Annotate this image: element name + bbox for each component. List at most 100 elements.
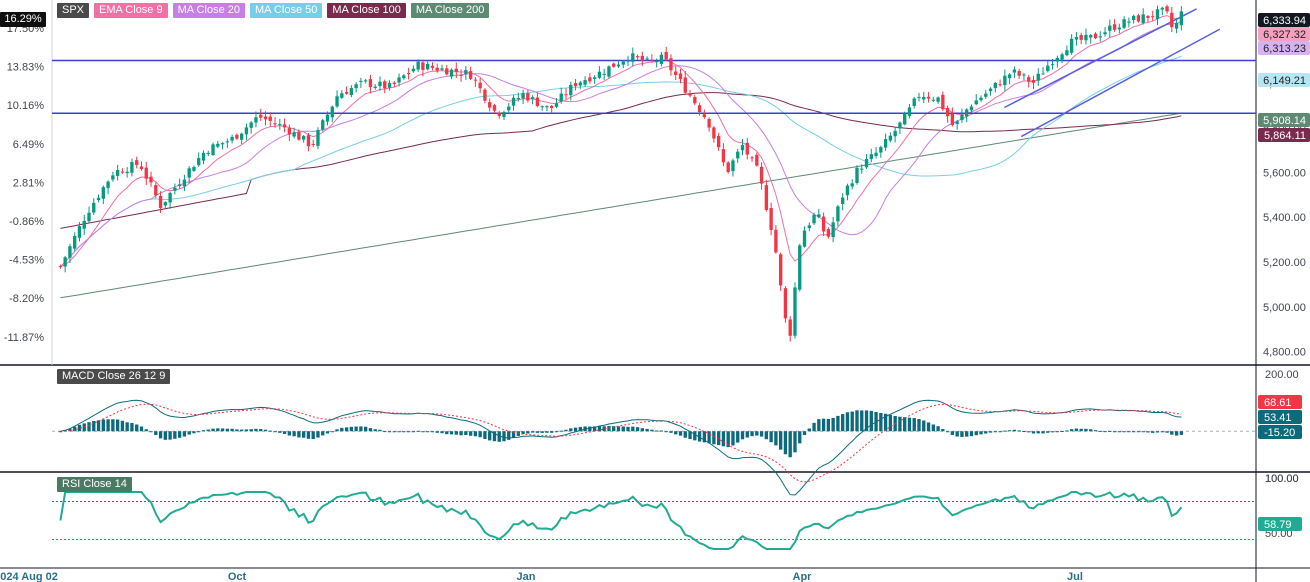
candle-body [278, 124, 282, 126]
candle-body [273, 123, 277, 125]
left-percent-tick: 2.81% [13, 177, 44, 189]
macd-histogram-bar [1046, 431, 1050, 433]
candle-body [554, 103, 559, 107]
macd-histogram-bar [201, 430, 206, 432]
macd-histogram-bar [292, 431, 296, 437]
macd-histogram-bar [645, 428, 649, 432]
left-percent-tick: -8.20% [9, 293, 44, 305]
price-label-text: 6,149.21 [1263, 75, 1306, 87]
macd-histogram-bar [244, 429, 249, 432]
legend-ma20[interactable]: MA Close 20 [172, 3, 245, 18]
macd-histogram-bar [1179, 431, 1184, 435]
legend-ma200[interactable]: MA Close 200 [410, 3, 490, 18]
macd-histogram-bar [535, 431, 540, 433]
macd-histogram-bar [111, 419, 115, 432]
legend-ma100[interactable]: MA Close 100 [327, 3, 406, 18]
candle-body [1022, 74, 1026, 76]
legend-spx[interactable]: SPX [57, 3, 90, 18]
candle-body [397, 77, 401, 83]
macd-histogram-bar [1017, 430, 1021, 432]
candle-body [612, 63, 616, 67]
macd-histogram-bar [821, 418, 826, 432]
candle-body [931, 99, 935, 101]
candle-body [645, 58, 649, 60]
candle-body [77, 226, 82, 238]
macd-histogram-bar [1098, 430, 1102, 432]
macd-histogram-bar [1146, 431, 1150, 433]
price-label-badge [1258, 113, 1310, 127]
candle-body [726, 162, 730, 173]
legend-ema9[interactable]: EMA Close 9 [94, 3, 168, 18]
macd-histogram-group [58, 410, 1184, 458]
macd-histogram-bar [588, 426, 592, 432]
legend-ma50[interactable]: MA Close 50 [249, 3, 323, 18]
macd-histogram-bar [1003, 430, 1007, 432]
macd-histogram-bar [1041, 431, 1045, 434]
macd-histogram-bar [941, 429, 945, 432]
macd-histogram-bar [716, 431, 721, 446]
macd-histogram-bar [654, 430, 659, 432]
candle-body [473, 79, 478, 81]
candle-body [225, 141, 230, 143]
macd-histogram-bar [154, 431, 158, 435]
macd-histogram-bar [764, 431, 769, 440]
candle-body [440, 68, 444, 70]
candle-body [1055, 57, 1060, 62]
macd-histogram-bar [278, 431, 282, 433]
macd-histogram-bar [721, 431, 726, 447]
candle-body [1065, 50, 1069, 56]
candle-body [507, 106, 511, 111]
candle-body [974, 100, 978, 105]
macd-histogram-bar [521, 431, 525, 435]
macd-histogram-bar [402, 431, 406, 433]
macd-histogram-bar [297, 431, 301, 438]
macd-histogram-bar [659, 430, 664, 432]
candle-body [96, 197, 101, 201]
macd-histogram-bar [769, 431, 773, 443]
candle-body [101, 187, 105, 199]
candle-body [63, 257, 67, 267]
candle-body [1179, 11, 1184, 26]
macd-histogram-bar [239, 429, 244, 432]
right-price-tick: 5,200.00 [1263, 257, 1306, 269]
candle-body [750, 157, 754, 159]
candle-body [235, 134, 239, 139]
macd-histogram-bar [831, 417, 835, 432]
candle-body [335, 96, 339, 107]
candle-body [707, 118, 711, 128]
macd-histogram-bar [68, 428, 72, 432]
rsi-value-badge [1258, 517, 1302, 531]
candle-body [201, 152, 206, 161]
macd-histogram-bar [802, 431, 807, 436]
legend-macd[interactable]: MACD Close 26 12 9 [57, 369, 171, 384]
macd-histogram-bar [612, 426, 616, 432]
candle-body [1112, 24, 1117, 30]
macd-histogram-bar [1122, 431, 1126, 433]
macd-histogram-bar [349, 426, 354, 432]
candle-body [1003, 75, 1007, 86]
macd-histogram-bar [416, 430, 420, 432]
candle-body [812, 214, 816, 224]
candle-body [669, 58, 673, 71]
legend-rsi[interactable]: RSI Close 14 [57, 477, 132, 492]
macd-histogram-bar [1151, 431, 1155, 433]
candle-body [73, 235, 77, 249]
macd-histogram-bar [1127, 431, 1131, 433]
macd-histogram-bar [430, 431, 435, 433]
candle-body [922, 97, 926, 100]
macd-histogram-bar [736, 431, 740, 443]
candle-body [421, 62, 425, 70]
macd-histogram-bar [635, 427, 640, 432]
candle-body [459, 74, 463, 76]
macd-histogram-bar [998, 431, 1002, 433]
macd-histogram-bar [106, 419, 110, 432]
macd-histogram-bar [922, 420, 926, 432]
macd-histogram-bar [306, 431, 311, 439]
candle-body [602, 73, 606, 75]
candle-body [197, 158, 201, 166]
price-label-text: 5,864.11 [1264, 130, 1306, 142]
candle-body [516, 97, 520, 100]
candle-body [254, 117, 258, 123]
macd-histogram-bar [1069, 429, 1074, 432]
macd-histogram-bar [860, 410, 864, 432]
